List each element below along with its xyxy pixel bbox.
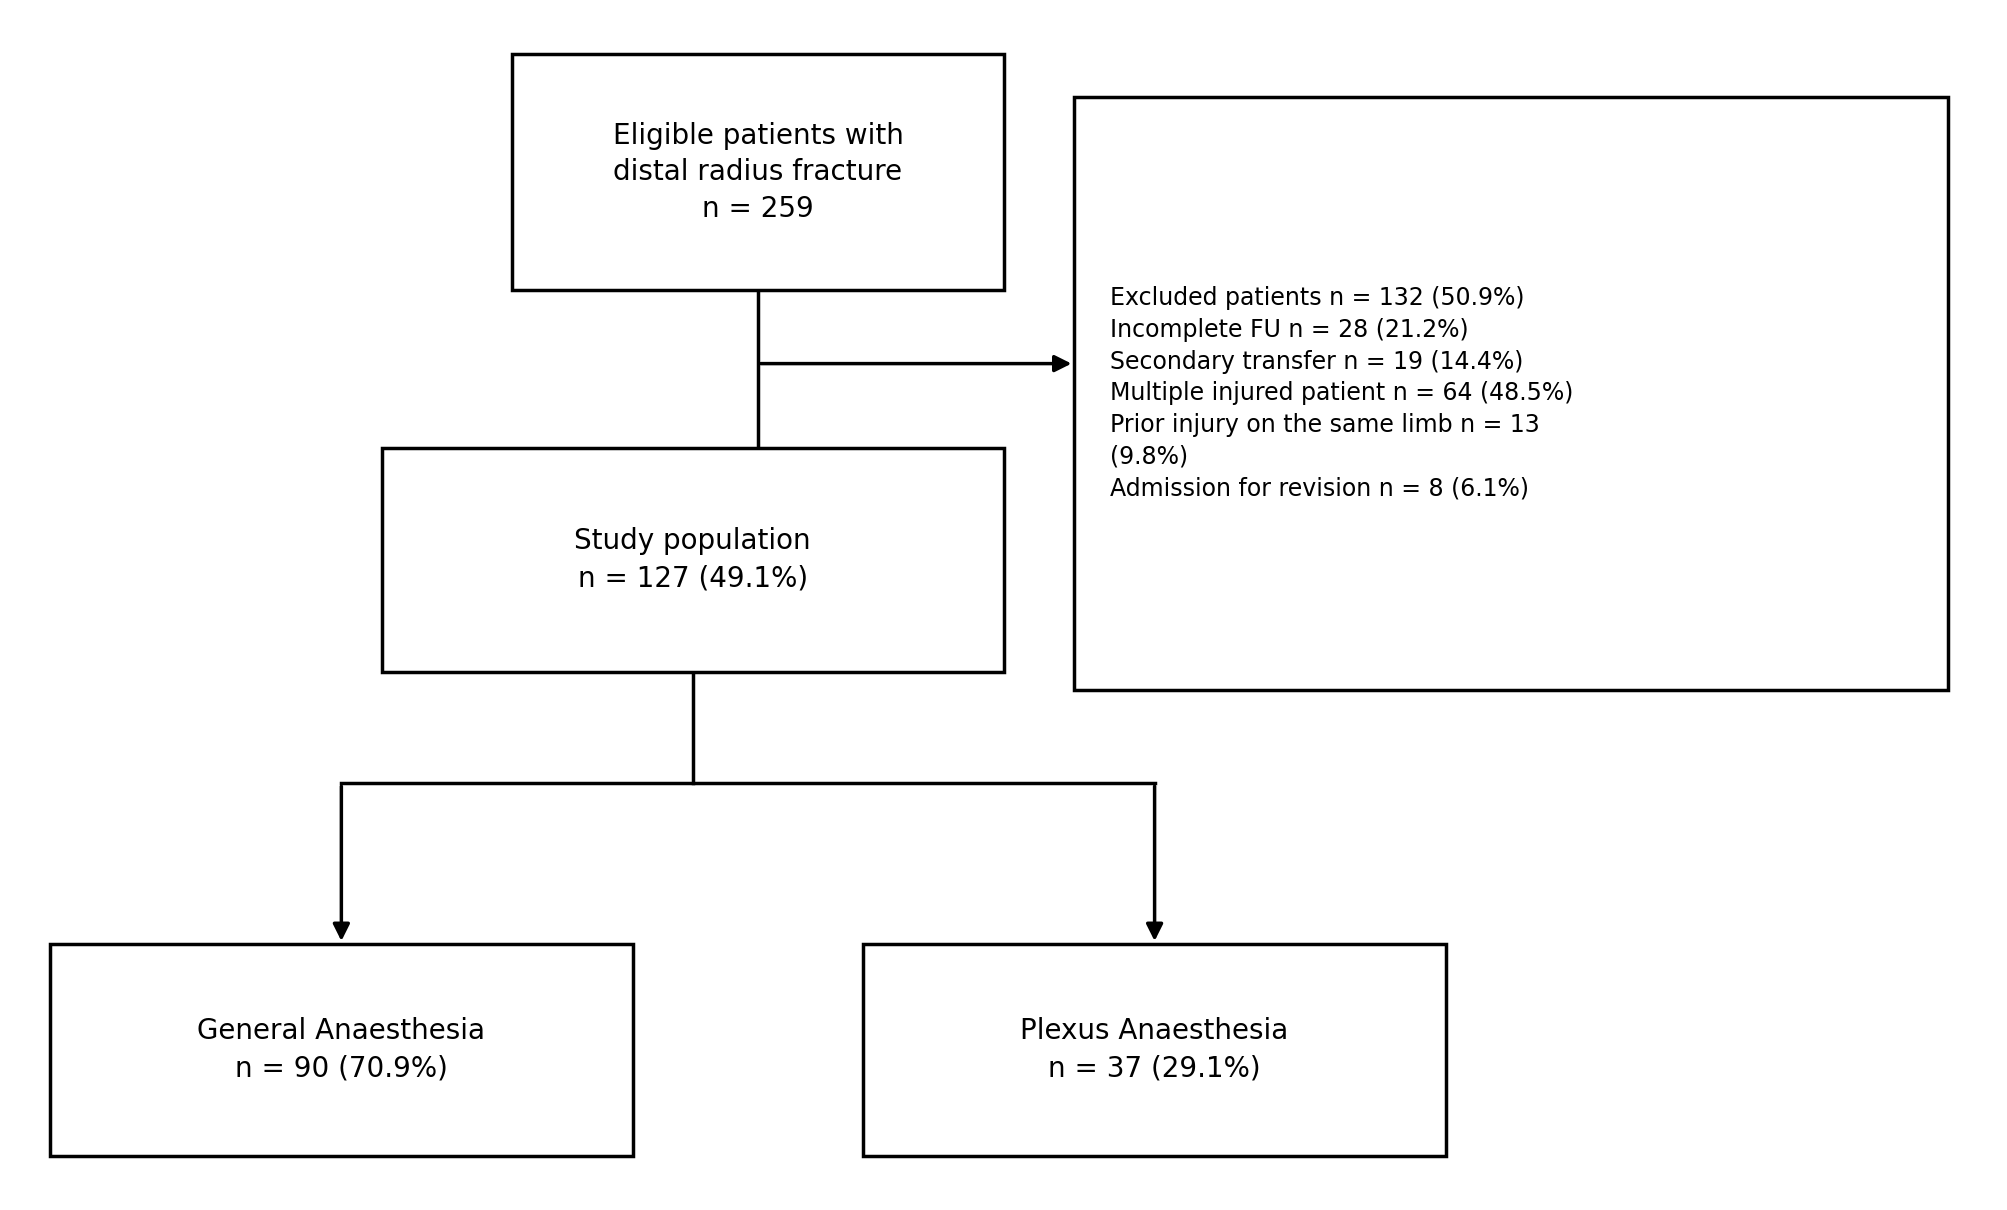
Text: Plexus Anaesthesia
n = 37 (29.1%): Plexus Anaesthesia n = 37 (29.1%) xyxy=(1020,1018,1288,1082)
FancyBboxPatch shape xyxy=(381,448,1004,672)
Text: Study population
n = 127 (49.1%): Study population n = 127 (49.1%) xyxy=(574,528,811,592)
FancyBboxPatch shape xyxy=(863,944,1445,1156)
Text: Eligible patients with
distal radius fracture
n = 259: Eligible patients with distal radius fra… xyxy=(612,122,903,223)
FancyBboxPatch shape xyxy=(1074,97,1947,690)
FancyBboxPatch shape xyxy=(512,54,1004,290)
Text: Excluded patients n = 132 (50.9%)
Incomplete FU n = 28 (21.2%)
Secondary transfe: Excluded patients n = 132 (50.9%) Incomp… xyxy=(1110,287,1573,500)
FancyBboxPatch shape xyxy=(50,944,632,1156)
Text: General Anaesthesia
n = 90 (70.9%): General Anaesthesia n = 90 (70.9%) xyxy=(197,1018,486,1082)
